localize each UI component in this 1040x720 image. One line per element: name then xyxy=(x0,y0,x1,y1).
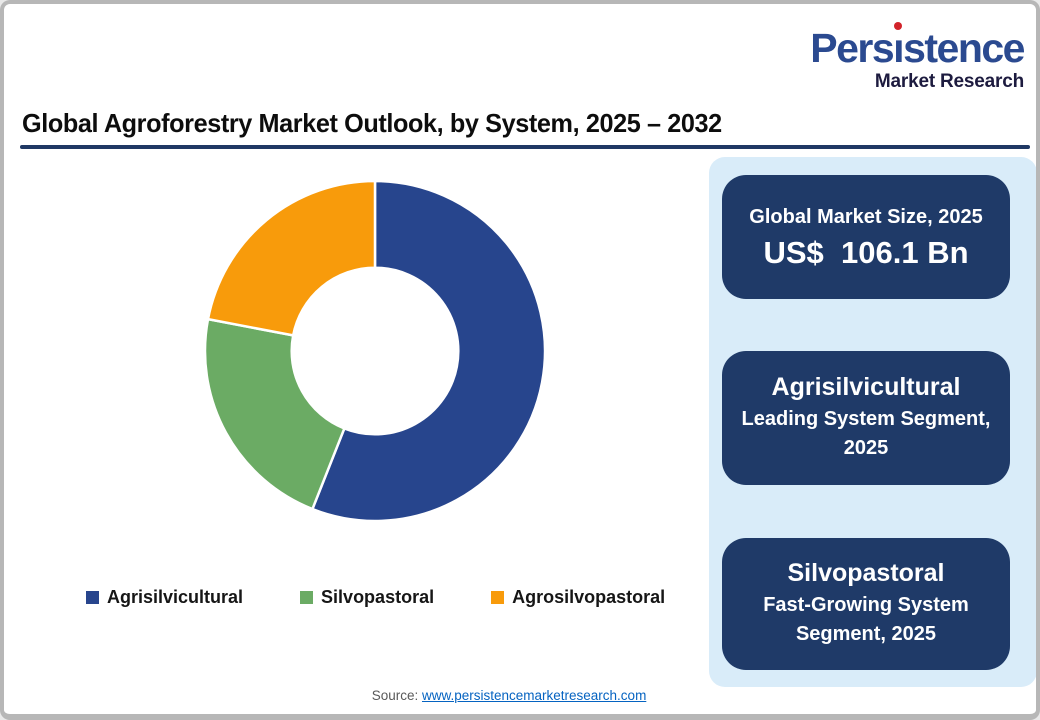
donut-segment-agrisilvicultural xyxy=(311,179,547,523)
leading-segment-name: Agrisilvicultural xyxy=(771,373,961,401)
donut-chart xyxy=(203,179,547,523)
source-link[interactable]: www.persistencemarketresearch.com xyxy=(421,688,647,703)
legend-label: Agrosilvopastoral xyxy=(512,587,666,607)
legend-marker-icon xyxy=(300,591,314,604)
market-size-value: US$ 106.1 Bn xyxy=(763,235,969,270)
chart-legend: Agrisilvicultural Silvopastoral Agrosilv… xyxy=(86,587,686,608)
highlights-panel: Global Market Size, 2025 US$ 106.1 Bn Ag… xyxy=(709,157,1036,687)
logo-brand-text: Persı stence xyxy=(774,22,1025,71)
legend-label: Silvopastoral xyxy=(321,587,435,607)
legend-label: Agrisilvicultural xyxy=(107,587,244,607)
source-line: Source: www.persistencemarketresearch.co… xyxy=(4,688,1014,703)
logo-brand-part2: stence xyxy=(903,25,1025,71)
leading-segment-card: Agrisilvicultural Leading System Segment… xyxy=(722,351,1010,485)
legend-marker-icon xyxy=(86,591,99,604)
fast-growing-segment-caption: Fast-Growing System Segment, 2025 xyxy=(763,594,969,645)
legend-marker-icon xyxy=(491,591,505,604)
leading-segment-caption: Leading System Segment, 2025 xyxy=(741,408,991,459)
logo-subtitle: Market Research xyxy=(874,71,1024,92)
market-size-card: Global Market Size, 2025 US$ 106.1 Bn xyxy=(722,175,1010,299)
page-title: Global Agroforestry Market Outlook, by S… xyxy=(22,108,722,138)
logo-dotted-i: ı xyxy=(893,22,905,71)
donut-segment-agrosilvopastoral xyxy=(206,179,377,337)
source-label: Source: xyxy=(371,688,419,703)
persistence-market-research-logo: Persı stence Market Research xyxy=(774,22,1025,92)
legend-item-silvopastoral: Silvopastoral xyxy=(300,587,434,608)
logo-i-letter: ı xyxy=(893,25,904,71)
donut-chart-area xyxy=(194,170,556,532)
logo-red-dot-icon xyxy=(894,22,903,30)
legend-item-agrosilvopastoral: Agrosilvopastoral xyxy=(491,587,665,608)
title-underline xyxy=(20,145,1030,149)
fast-growing-segment-card: Silvopastoral Fast-Growing System Segmen… xyxy=(722,538,1010,670)
legend-item-agrisilvicultural: Agrisilvicultural xyxy=(86,587,243,608)
logo-brand-part1: Pers xyxy=(810,25,894,71)
market-size-card-title: Global Market Size, 2025 xyxy=(749,206,983,228)
donut-segment-silvopastoral xyxy=(203,317,346,511)
fast-growing-segment-name: Silvopastoral xyxy=(787,559,945,587)
